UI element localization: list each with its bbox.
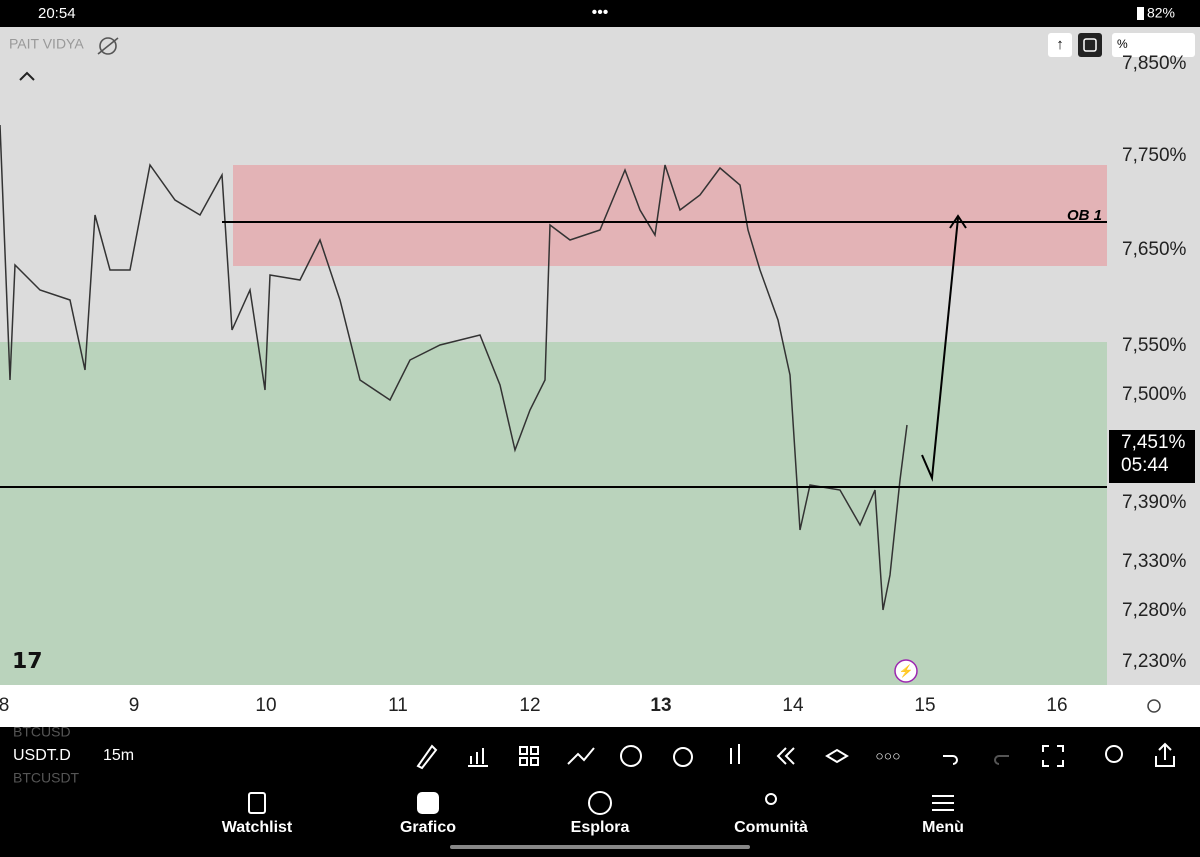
- layout-tool[interactable]: [519, 746, 539, 766]
- watchlist-icon: [248, 792, 266, 814]
- fullscreen-tool[interactable]: [1042, 745, 1064, 767]
- date-label: 15: [914, 695, 935, 716]
- price-labels: 7,850% 7,750% 7,650% 7,550% 7,500% 7,390…: [1122, 53, 1187, 672]
- date-label: 13: [650, 695, 671, 716]
- scale-field[interactable]: [1112, 33, 1195, 57]
- arrow-button-icon: ↑: [1056, 36, 1064, 53]
- tool-icons: ○○○: [416, 742, 1175, 770]
- nav-item[interactable]: Esplora: [571, 819, 630, 836]
- price-label: 7,550%: [1122, 335, 1187, 356]
- alert-tool[interactable]: [673, 747, 693, 767]
- replay-tool[interactable]: [776, 747, 795, 765]
- watermark: PAIT VIDYA: [9, 36, 84, 52]
- date-axis: [0, 685, 1200, 727]
- grafico-icon: [417, 792, 439, 814]
- arrow-button[interactable]: [1048, 33, 1072, 57]
- date-labels: 8 9 10 11 12 13 14 15 16: [0, 695, 1068, 716]
- date-label: 8: [0, 695, 9, 716]
- battery-icon: [1137, 7, 1144, 20]
- undo-tool[interactable]: [943, 755, 958, 765]
- status-bar: [0, 0, 1200, 27]
- comunita-icon: [765, 793, 777, 805]
- price-label: 7,230%: [1122, 651, 1187, 672]
- price-label: 7,330%: [1122, 551, 1187, 572]
- hide-icon[interactable]: [99, 37, 117, 55]
- candles-tool[interactable]: [730, 744, 740, 764]
- draw-tool[interactable]: [416, 744, 438, 770]
- price-label: 7,390%: [1122, 492, 1187, 513]
- price-label: 7,500%: [1122, 384, 1187, 405]
- date-label: 12: [519, 695, 540, 716]
- price-label: 7,850%: [1122, 53, 1187, 74]
- toolbar: [0, 727, 1200, 785]
- fit-icon: [1083, 38, 1097, 52]
- nav-item[interactable]: Watchlist: [222, 819, 293, 836]
- nav-item[interactable]: Menù: [922, 819, 964, 836]
- tv-logo: 𝟭𝟳: [12, 648, 43, 673]
- symbol[interactable]: USDT.D: [13, 747, 71, 764]
- indicators-tool[interactable]: [468, 748, 488, 767]
- home-indicator: [450, 845, 750, 849]
- current-price-box: [1109, 430, 1195, 483]
- demand-zone: [0, 342, 1107, 685]
- price-label: 7,750%: [1122, 145, 1187, 166]
- fit-button[interactable]: [1078, 33, 1102, 57]
- compare-tool[interactable]: [567, 747, 595, 765]
- interval[interactable]: 15m: [103, 747, 134, 764]
- add-tool[interactable]: [620, 745, 642, 767]
- date-label: 14: [782, 695, 804, 716]
- esplora-icon: [588, 791, 612, 815]
- countdown: 05:44: [1121, 455, 1169, 476]
- annotation: OB 1: [1067, 207, 1102, 224]
- arrow: [921, 217, 959, 482]
- alert-icon[interactable]: [894, 659, 918, 683]
- date-label: 10: [255, 695, 276, 716]
- more-tool[interactable]: ○○○: [875, 748, 900, 764]
- layers-tool[interactable]: [825, 748, 849, 764]
- date-label: 11: [388, 695, 408, 716]
- alert-icon-bolt: ⚡: [899, 664, 914, 678]
- idea-tool[interactable]: [1105, 745, 1123, 763]
- hide-icon-slash: [97, 37, 119, 55]
- collapse[interactable]: [19, 71, 35, 81]
- symbol-prev: BTCUSD: [13, 724, 71, 740]
- nav-item[interactable]: Comunità: [734, 819, 808, 836]
- menu-icon: [932, 795, 954, 811]
- symbol-next: BTCUSDT: [13, 770, 80, 786]
- clock: 20:54: [38, 5, 76, 22]
- price-axis: [1107, 27, 1200, 685]
- scale-mode: %: [1117, 37, 1128, 51]
- settings-icon[interactable]: [1147, 699, 1161, 713]
- price-label: 7,280%: [1122, 600, 1187, 621]
- current-price: 7,451%: [1121, 432, 1186, 453]
- date-label: 9: [129, 695, 140, 716]
- redo-tool: [994, 755, 1009, 765]
- share-tool[interactable]: [1155, 742, 1175, 767]
- nav-item[interactable]: Grafico: [400, 819, 456, 836]
- battery: 82%: [1147, 5, 1175, 21]
- arrow-head: [949, 214, 967, 229]
- date-label: 16: [1046, 695, 1067, 716]
- price-line: [0, 124, 908, 611]
- price-label: 7,650%: [1122, 239, 1187, 260]
- dots: •••: [592, 4, 609, 21]
